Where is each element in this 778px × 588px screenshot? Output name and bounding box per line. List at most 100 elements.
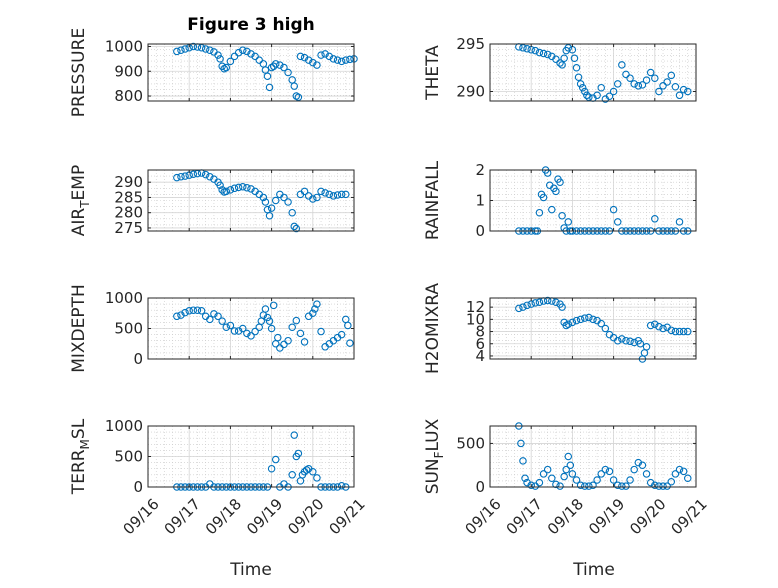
x-tick-label: 09/16 <box>461 495 504 538</box>
data-point <box>177 311 185 319</box>
data-point <box>263 72 272 80</box>
y-axis-label: TERRMSL <box>69 418 92 495</box>
data-point <box>173 312 181 321</box>
data-point <box>197 43 206 52</box>
data-point <box>556 59 564 67</box>
data-point <box>601 324 610 333</box>
data-point <box>552 298 560 307</box>
data-point <box>193 306 202 314</box>
axes-box <box>489 43 697 102</box>
data-point <box>589 481 597 490</box>
data-point <box>185 307 193 315</box>
data-point <box>222 323 231 332</box>
data-point <box>337 330 346 339</box>
data-point <box>519 303 527 311</box>
data-point <box>292 224 301 233</box>
y-tick-label: 295 <box>456 35 485 53</box>
data-point <box>618 61 626 69</box>
data-point <box>609 87 618 96</box>
data-point <box>564 218 573 226</box>
y-axis-label: SUNFLUX <box>423 418 446 494</box>
y-tick-label: 0 <box>133 350 143 368</box>
data-point <box>626 74 634 82</box>
data-point <box>642 343 651 351</box>
data-point <box>337 57 346 66</box>
subplot-mixdepth: 0 500 1000 MIXDEPTH <box>69 284 355 373</box>
data-point <box>597 319 605 328</box>
data-point <box>651 320 659 328</box>
data-point <box>655 322 663 331</box>
data-point <box>201 170 210 179</box>
data-point <box>342 190 350 199</box>
data-point <box>329 55 338 63</box>
data-point <box>521 474 529 483</box>
data-point <box>333 56 342 64</box>
data-point <box>552 187 560 196</box>
data-point <box>564 44 573 52</box>
data-point <box>344 321 352 330</box>
data-point <box>216 181 224 190</box>
data-point <box>290 222 299 231</box>
data-point <box>290 82 299 90</box>
data-point <box>296 329 305 338</box>
data-point <box>239 324 247 333</box>
data-point <box>630 465 638 474</box>
x-axis-label-left: Time <box>229 560 272 580</box>
data-point <box>618 482 626 490</box>
data-point <box>675 327 684 336</box>
data-point <box>663 78 671 86</box>
data-point <box>243 183 251 192</box>
data-point <box>585 93 593 101</box>
data-point <box>609 476 618 484</box>
y-tick-label: 2 <box>475 161 485 179</box>
data-point <box>609 205 618 214</box>
data-point <box>638 461 647 469</box>
data-point <box>234 327 243 335</box>
y-tick-label: 285 <box>114 188 143 206</box>
data-point <box>189 306 198 314</box>
data-point <box>226 321 235 330</box>
y-tick-label: 800 <box>114 87 143 105</box>
data-point <box>597 470 605 478</box>
y-tick-label: 12 <box>466 298 485 316</box>
data-point <box>251 52 259 61</box>
data-point <box>267 464 276 473</box>
data-point <box>294 93 303 102</box>
y-tick-label: 6 <box>475 335 485 353</box>
data-point <box>201 45 210 53</box>
data-point <box>583 91 591 100</box>
data-point <box>655 87 663 96</box>
data-point <box>189 42 198 51</box>
y-axis-label: H2OMIXRA <box>423 283 443 374</box>
data-point <box>570 54 579 62</box>
data-point <box>613 481 622 490</box>
data-point <box>309 58 317 67</box>
figure-title: Figure 3 high <box>187 15 315 35</box>
data-point <box>543 50 552 59</box>
data-point <box>593 476 601 484</box>
data-point <box>234 48 243 57</box>
data-point <box>636 339 645 348</box>
y-tick-label: 290 <box>114 173 143 191</box>
data-point <box>263 313 272 322</box>
data-point <box>543 465 552 474</box>
data-point <box>337 482 346 490</box>
data-point <box>531 299 540 307</box>
x-tick-label: 09/17 <box>503 495 546 538</box>
data-point <box>226 57 235 66</box>
data-point <box>177 172 185 181</box>
y-tick-label: 500 <box>114 448 143 466</box>
data-point <box>671 470 680 478</box>
x-tick-label: 09/19 <box>585 495 628 538</box>
y-tick-label: 500 <box>114 320 143 338</box>
data-point <box>675 91 684 100</box>
x-tick-label: 09/18 <box>544 495 587 538</box>
data-point <box>173 47 181 56</box>
data-point <box>280 193 288 202</box>
data-point <box>651 74 659 82</box>
y-tick-label: 280 <box>114 204 143 222</box>
data-point <box>626 337 634 346</box>
data-point <box>181 172 189 180</box>
